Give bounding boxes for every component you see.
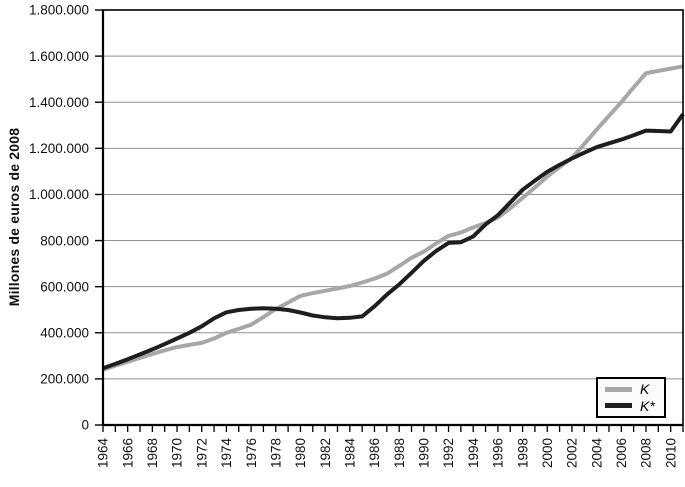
x-tick-label: 1994 [466,438,481,469]
legend-item-k: K [605,382,659,396]
x-tick-label: 1972 [194,438,209,468]
x-tick-label: 1996 [491,438,506,468]
x-tick-label: 1974 [219,438,234,469]
y-tick-label: 1.600.000 [29,49,89,64]
y-tick-label: 600.000 [40,279,89,294]
series-line-k [102,64,684,372]
plot-border [102,9,684,426]
series-line-k-star [102,113,685,371]
y-tick-label: 0 [81,418,89,433]
legend: K K* [596,377,666,418]
legend-label-k: K [640,381,650,398]
x-tick-label: 1982 [318,438,333,468]
y-tick-label: 1.200.000 [29,141,89,156]
legend-swatch-k-star [605,403,632,409]
x-tick-label: 1990 [417,438,432,468]
x-tick-label: 1986 [367,438,382,468]
y-tick-label: 200.000 [40,372,89,387]
x-tick-label: 1992 [441,438,456,468]
x-tick-label: 2000 [540,438,555,468]
x-tick-label: 1998 [515,438,530,468]
x-tick-label: 1970 [170,438,185,468]
x-tick-label: 2004 [589,438,604,469]
x-tick-label: 1966 [120,438,135,468]
y-tick-label: 1.000.000 [29,187,89,202]
y-axis-title: Millones de euros de 2008 [6,127,22,307]
x-tick-label: 1976 [244,438,259,468]
x-tick-label: 2002 [565,438,580,468]
x-tick-label: 1984 [343,438,358,469]
x-tick-label: 1964 [96,438,111,469]
x-tick-label: 2006 [614,438,629,468]
y-tick-label: 800.000 [40,233,89,248]
x-tick-label: 1980 [293,438,308,468]
x-tick-label: 2008 [639,438,654,468]
y-tick-label: 1.800.000 [29,3,89,18]
legend-item-k-star: K* [605,399,659,413]
x-tick-label: 2010 [663,438,678,468]
x-tick-label: 1968 [145,438,160,468]
x-tick-label: 1988 [392,438,407,468]
legend-swatch-k [605,386,632,392]
legend-label-k-star: K* [640,397,655,414]
x-tick-label: 1978 [268,438,283,468]
y-tick-label: 400.000 [40,325,89,340]
y-tick-label: 1.400.000 [29,95,89,110]
